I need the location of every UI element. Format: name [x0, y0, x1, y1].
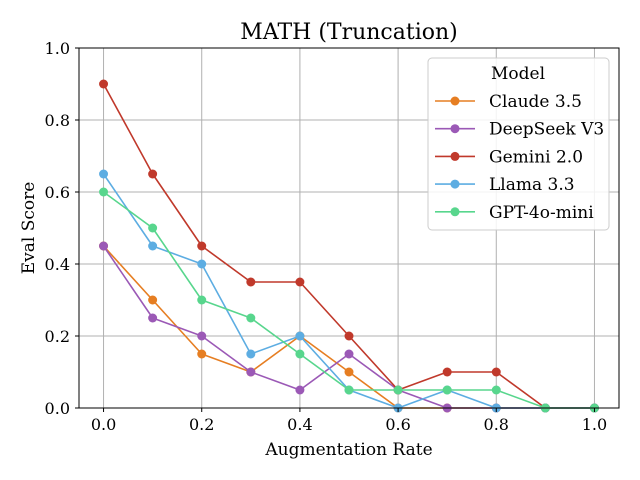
data-point [148, 313, 158, 323]
legend-item: Claude 3.5 [435, 92, 582, 112]
legend-item: Gemini 2.0 [435, 147, 583, 167]
data-point [99, 241, 109, 251]
legend-item: DeepSeek V3 [435, 120, 604, 140]
data-point [442, 385, 452, 395]
legend-label: Claude 3.5 [489, 92, 582, 112]
y-tick-label: 0.8 [45, 111, 70, 130]
data-point [148, 241, 158, 251]
axis-ticks: 0.0 0.2 0.4 0.6 0.8 1.0 0.0 0.2 0.4 0.6 0.8 1.0 [45, 39, 608, 434]
legend-item: Llama 3.3 [435, 175, 575, 195]
legend-items: Claude 3.5 DeepSeek V3 Gemini 2.0 Llama 3.3… [435, 92, 604, 223]
legend-marker [450, 151, 460, 161]
data-point [197, 331, 207, 341]
data-point [99, 187, 109, 197]
legend-label: DeepSeek V3 [489, 120, 604, 140]
legend-item: GPT-4o-mini [435, 203, 594, 223]
data-point [246, 277, 256, 287]
data-point [197, 241, 207, 251]
legend-marker [450, 124, 460, 134]
legend-label: GPT-4o-mini [489, 203, 594, 223]
series-gpt-4o-mini [99, 187, 599, 413]
y-tick-label: 0.2 [45, 327, 70, 346]
x-tick-label: 0.8 [484, 415, 509, 434]
legend-marker [450, 179, 460, 189]
x-tick-label: 0.2 [189, 415, 214, 434]
data-point [148, 295, 158, 305]
data-point [197, 295, 207, 305]
data-point [295, 277, 305, 287]
x-tick-label: 0.0 [91, 415, 116, 434]
data-point [295, 331, 305, 341]
legend-marker [450, 96, 460, 106]
x-tick-label: 1.0 [582, 415, 607, 434]
data-point [344, 385, 354, 395]
y-tick-label: 0.6 [45, 183, 70, 202]
y-tick-label: 0.4 [45, 255, 70, 274]
plot-frame [78, 47, 620, 409]
y-tick-label: 0.0 [45, 399, 70, 418]
data-point [442, 367, 452, 377]
data-point [295, 385, 305, 395]
data-point [344, 331, 354, 341]
x-tick-label: 0.4 [287, 415, 312, 434]
y-axis-label: Eval Score [19, 182, 39, 275]
data-point [344, 349, 354, 359]
series-line [102, 245, 595, 409]
legend-marker [450, 207, 460, 217]
chart-title: MATH (Truncation) [240, 20, 458, 45]
data-point [393, 385, 403, 395]
data-point [246, 349, 256, 359]
data-point [344, 367, 354, 377]
x-tick-label: 0.6 [385, 415, 410, 434]
data-point [99, 169, 109, 179]
legend-label: Gemini 2.0 [489, 147, 583, 167]
legend: Model Claude 3.5 DeepSeek V3 Gemini 2.0 Lla… [427, 57, 610, 231]
legend-label: Llama 3.3 [489, 175, 575, 195]
data-point [197, 349, 207, 359]
x-axis-label: Augmentation Rate [264, 440, 432, 460]
data-point [246, 313, 256, 323]
data-point [99, 79, 109, 89]
data-point [148, 223, 158, 233]
data-point [197, 259, 207, 269]
data-point [246, 367, 256, 377]
data-point [491, 385, 501, 395]
y-tick-label: 1.0 [45, 39, 70, 58]
data-point [491, 367, 501, 377]
legend-title: Model [491, 64, 545, 84]
data-point [148, 169, 158, 179]
data-point [295, 349, 305, 359]
